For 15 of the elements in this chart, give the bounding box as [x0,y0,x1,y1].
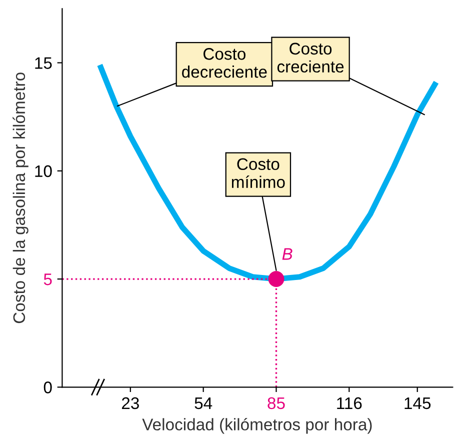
y-tick-label: 5 [44,274,52,286]
x-tick-label: 85 [268,397,285,410]
y-axis-title: Costo de la gasolina por kilómetro [12,72,28,324]
x-tick-label: 54 [194,397,212,410]
x-tick-label: 116 [337,397,362,410]
x-axis-title: Velocidad (kilómetros por hora) [142,418,372,434]
y-tick-label: 15 [35,57,52,69]
annotation: B [282,248,292,260]
annotation: Costo decreciente [182,48,267,78]
x-tick-label: 145 [404,397,431,410]
annotation: Costo creciente [277,42,344,73]
y-tick-label: 10 [35,165,52,178]
x-tick-label: 23 [122,397,139,410]
y-tick-label: 0 [44,382,52,394]
annotation: Costo mínimo [232,158,285,188]
